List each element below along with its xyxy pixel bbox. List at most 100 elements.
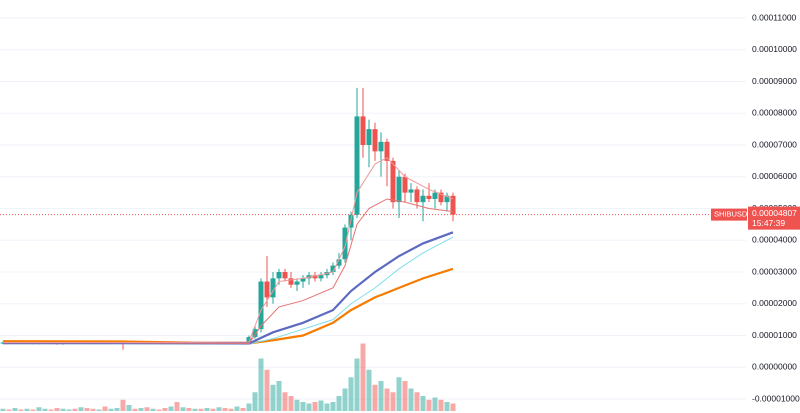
candle-body — [276, 272, 282, 279]
candle-body — [288, 278, 294, 285]
volume-bar — [90, 408, 96, 411]
volume-bar — [324, 403, 330, 411]
candle-body — [312, 275, 318, 279]
moving-average — [3, 231, 454, 345]
candle-body — [318, 275, 324, 279]
volume-bar — [114, 408, 120, 411]
candle-body — [390, 160, 396, 203]
volume-bar — [180, 407, 186, 411]
volume-bar — [84, 408, 90, 411]
volume-bar — [36, 407, 42, 411]
volume-bar — [102, 406, 108, 411]
candle-body — [402, 176, 408, 193]
volume-bar — [390, 392, 396, 411]
candle-body — [336, 259, 342, 266]
volume-bar — [120, 399, 126, 411]
candle-body — [438, 192, 444, 203]
countdown-label: 15:47:39 — [752, 218, 785, 228]
volume-bar — [18, 409, 24, 411]
volume-bar — [312, 402, 318, 411]
y-tick-label: 0.00003000 — [752, 266, 797, 276]
volume-bar — [318, 400, 324, 411]
candle-body — [384, 141, 390, 161]
moving-average — [3, 198, 454, 344]
volume-bar — [414, 392, 420, 411]
symbol-label: SHIBUSDT — [714, 210, 752, 219]
volume-bar — [48, 409, 54, 411]
y-tick-label: -0.00001000 — [752, 393, 800, 403]
volume-bar — [276, 381, 282, 411]
candle-body — [252, 329, 258, 338]
candle-body — [330, 265, 336, 272]
candle-body — [372, 129, 378, 152]
volume-bar — [384, 388, 390, 411]
volume-bar — [450, 403, 456, 411]
volume-bar — [60, 408, 66, 411]
candle-body — [396, 176, 402, 203]
last-price-label: 0.00004807 — [752, 208, 797, 218]
volume-bar — [162, 408, 168, 411]
candle-body — [246, 337, 252, 344]
candle-body — [354, 116, 360, 215]
volume-bar — [126, 405, 132, 411]
volume-bar — [330, 402, 336, 411]
volume-bar — [264, 369, 270, 411]
price-tag — [748, 206, 800, 230]
candle-body — [282, 272, 288, 279]
y-tick-label: 0.00001000 — [752, 330, 797, 340]
volume-bar — [150, 408, 156, 411]
volume-bar — [210, 408, 216, 411]
y-tick-label: 0.00007000 — [752, 139, 797, 149]
moving-average — [3, 236, 454, 345]
volume-bar — [174, 402, 180, 411]
candle-body — [258, 281, 264, 330]
volume-bar — [30, 409, 36, 411]
candle-body — [294, 281, 300, 285]
candle-body — [420, 195, 426, 203]
volume-bar — [168, 406, 174, 411]
volume-bar — [300, 402, 306, 411]
y-tick-label: 0.00009000 — [752, 76, 797, 86]
volume-bar — [396, 377, 402, 411]
volume-bar — [198, 408, 204, 411]
volume-bar — [366, 369, 372, 411]
volume-bar — [432, 397, 438, 411]
volume-bar — [192, 408, 198, 411]
volume-bar — [420, 396, 426, 411]
candle-body — [450, 195, 456, 215]
volume-bar — [402, 381, 408, 411]
candle-body — [342, 227, 348, 260]
volume-bar — [444, 402, 450, 411]
volume-bar — [222, 408, 228, 411]
candle-body — [426, 195, 432, 199]
symbol-tag — [711, 208, 747, 221]
candle-body — [432, 192, 438, 199]
volume-bar — [24, 408, 30, 411]
volume-bar — [0, 408, 6, 411]
volume-bar — [348, 377, 354, 411]
volume-bar — [354, 358, 360, 411]
volume-bar — [72, 408, 78, 411]
y-tick-label: 0.00008000 — [752, 108, 797, 118]
y-tick-label: 0.00002000 — [752, 298, 797, 308]
candle-body — [444, 195, 450, 203]
volume-bar — [54, 408, 60, 411]
volume-bar — [96, 409, 102, 411]
volume-bar — [234, 406, 240, 411]
volume-bar — [282, 392, 288, 411]
volume-bar — [108, 408, 114, 411]
volume-bar — [12, 408, 18, 411]
volume-bar — [186, 408, 192, 411]
y-tick-label: 0.00006000 — [752, 171, 797, 181]
volume-bar — [252, 392, 258, 411]
candle-body — [408, 189, 414, 193]
moving-average — [3, 157, 454, 343]
volume-bar — [132, 408, 138, 411]
candle-body — [300, 278, 306, 282]
volume-bar — [216, 407, 222, 411]
candle-body — [264, 281, 270, 298]
y-tick-label: 0.00004000 — [752, 235, 797, 245]
candle-body — [414, 189, 420, 203]
volume-bar — [240, 408, 246, 411]
